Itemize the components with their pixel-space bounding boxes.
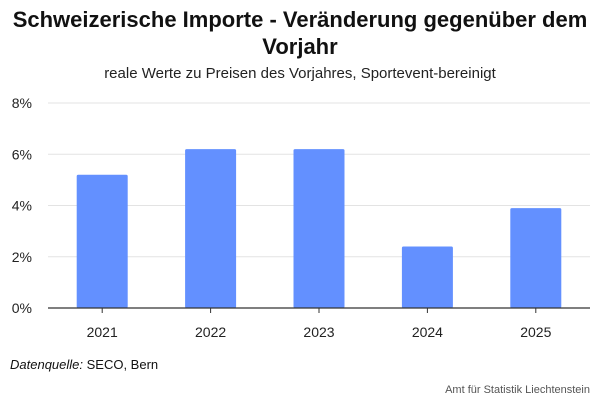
y-tick-label: 8%	[12, 95, 32, 111]
y-tick-label: 6%	[12, 146, 32, 162]
chart-title: Schweizerische Importe - Veränderung geg…	[12, 7, 588, 59]
x-tick-label: 2022	[195, 324, 226, 340]
bar	[76, 174, 128, 308]
data-source-value: SECO, Bern	[83, 357, 159, 372]
y-tick-label: 0%	[12, 300, 32, 316]
bar	[293, 149, 345, 308]
x-tick-label: 2024	[412, 324, 443, 340]
y-tick-label: 4%	[12, 198, 32, 214]
data-source: Datenquelle: SECO, Bern	[10, 357, 158, 372]
chart-subtitle: reale Werte zu Preisen des Vorjahres, Sp…	[104, 65, 496, 82]
x-tick-label: 2021	[87, 324, 118, 340]
footer-credit: Amt für Statistik Liechtenstein	[445, 384, 590, 396]
data-source-label: Datenquelle:	[10, 357, 83, 372]
bar	[510, 208, 562, 308]
bar	[185, 149, 237, 308]
x-tick-label: 2025	[520, 324, 551, 340]
x-tick-label: 2023	[303, 324, 334, 340]
y-tick-label: 2%	[12, 249, 32, 265]
bar	[401, 246, 453, 308]
